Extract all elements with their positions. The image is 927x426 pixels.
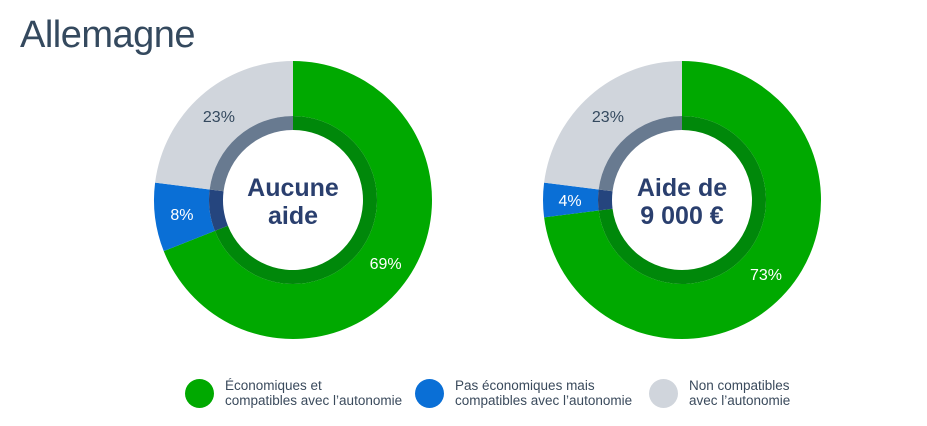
donut-slice xyxy=(155,61,293,190)
legend-swatch xyxy=(415,378,444,408)
legend-label: Non compatibles avec l’autonomie xyxy=(689,378,791,408)
donut-slice xyxy=(544,61,682,190)
donut-inner-ring-slice xyxy=(209,189,228,231)
donut-inner-ring-slice xyxy=(598,116,682,192)
donut-center-label: Aucune xyxy=(247,174,339,202)
page-title: Allemagne xyxy=(20,14,196,56)
donut-inner-ring-slice xyxy=(598,189,613,211)
slice-value-label: 23% xyxy=(203,109,235,126)
slice-value-label: 23% xyxy=(592,109,624,126)
donut-inner-ring-slice xyxy=(209,116,293,192)
slice-value-label: 8% xyxy=(170,207,193,224)
legend-label: Pas économiques mais compatibles avec l’a… xyxy=(455,378,633,408)
legend-swatch xyxy=(185,378,214,408)
donut-slice xyxy=(163,61,433,339)
slice-value-label: 69% xyxy=(370,256,402,273)
legend-item-not-compatible: Non compatibles avec l’autonomie xyxy=(649,378,790,408)
legend-item-not-economic: Pas économiques mais compatibles avec l’a… xyxy=(415,378,632,408)
legend-item-economic: Économiques et compatibles avec l’autonom… xyxy=(185,378,402,408)
donut-slice xyxy=(154,182,215,252)
donut-center-label: 9 000 € xyxy=(640,202,724,230)
donut-slice xyxy=(543,182,599,218)
legend-label: Économiques et compatibles avec l’autonom… xyxy=(225,378,403,408)
legend-swatch xyxy=(649,378,678,408)
slice-value-label: 4% xyxy=(558,193,581,210)
donut-center-label: Aide de xyxy=(637,174,727,202)
donut-slice xyxy=(544,61,821,339)
donut-center-label: aide xyxy=(268,202,318,230)
slice-value-label: 73% xyxy=(750,267,782,284)
